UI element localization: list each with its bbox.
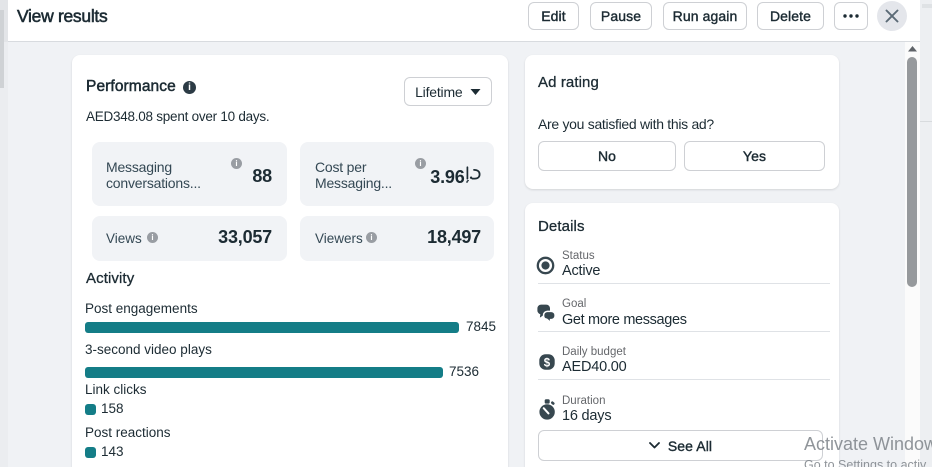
- svg-text:$: $: [543, 357, 550, 369]
